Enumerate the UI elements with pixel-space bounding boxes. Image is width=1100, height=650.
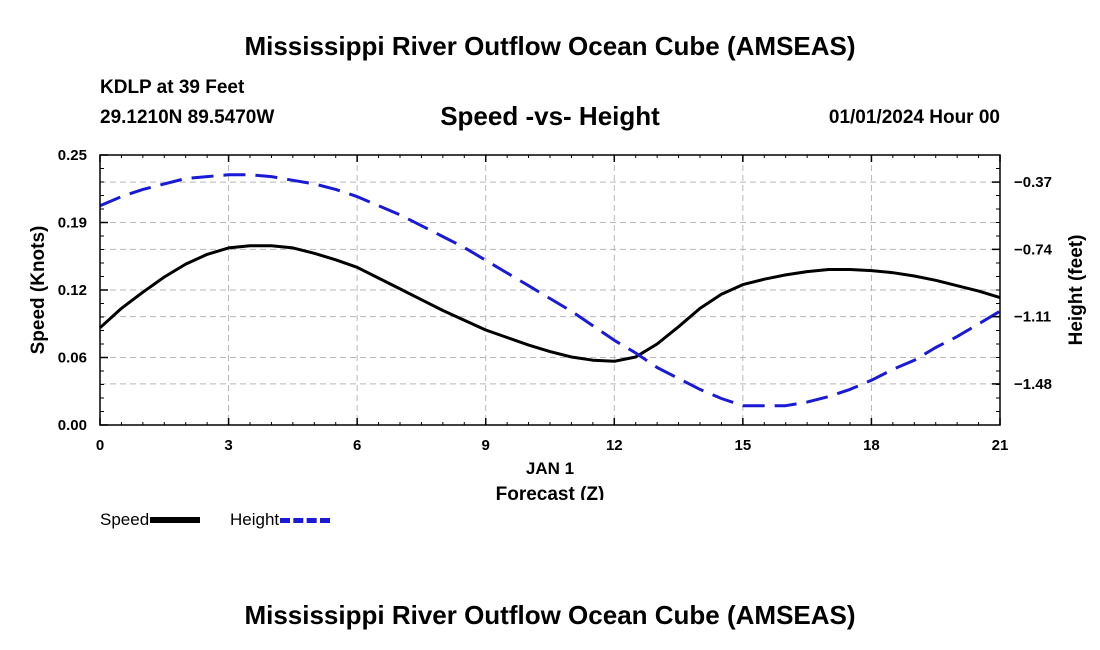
y-left-tick-label: 0.00 bbox=[58, 417, 87, 434]
axis-layer: 0 3 6 9 12 15 18 21 0.00 0.06 0.12 0.19 0.25 −0.37 −0.… bbox=[58, 147, 1053, 454]
speed-height-chart: 0 3 6 9 12 15 18 21 0.00 0.06 0.12 0.19 0.25 −0.37 −0.… bbox=[28, 147, 1087, 500]
legend-speed: Speed bbox=[100, 510, 201, 530]
series-layer bbox=[98, 173, 1001, 408]
y-right-tick-label: −1.48 bbox=[1014, 376, 1052, 393]
legend-height-label: Height bbox=[230, 510, 280, 529]
y-right-tick-label: −0.74 bbox=[1014, 241, 1053, 258]
x-tick-label: 3 bbox=[224, 437, 232, 454]
series-speed-line bbox=[98, 244, 1001, 363]
footer-title: Mississippi River Outflow Ocean Cube (AM… bbox=[244, 600, 856, 630]
station-label: KDLP at 39 Feet bbox=[100, 77, 245, 98]
y-left-tick-label: 0.25 bbox=[58, 147, 87, 164]
chart-title: Speed -vs- Height bbox=[440, 101, 660, 131]
legend-height: Height bbox=[230, 510, 331, 530]
grid-layer bbox=[100, 155, 1000, 425]
legend-speed-label: Speed bbox=[100, 510, 150, 529]
y-axis-right-label: Height (feet) bbox=[1066, 235, 1087, 346]
coordinates-label: 29.1210N 89.5470W bbox=[100, 107, 275, 128]
x-tick-label: 15 bbox=[735, 437, 752, 454]
legend-speed-swatch bbox=[150, 517, 201, 523]
y-left-tick-label: 0.12 bbox=[58, 282, 87, 299]
x-tick-label: 18 bbox=[863, 437, 880, 454]
y-right-tick-label: −0.37 bbox=[1014, 174, 1052, 191]
x-tick-label: 12 bbox=[606, 437, 623, 454]
x-tick-label: 21 bbox=[992, 437, 1009, 454]
x-tick-label: 0 bbox=[96, 437, 104, 454]
x-tick-label: 6 bbox=[353, 437, 361, 454]
y-axis-left-label: Speed (Knots) bbox=[28, 226, 49, 355]
x-tick-label: 9 bbox=[482, 437, 490, 454]
y-left-tick-label: 0.06 bbox=[58, 350, 87, 367]
x-date-label: JAN 1 bbox=[526, 459, 574, 478]
series-height-line bbox=[99, 173, 1001, 408]
y-left-tick-label: 0.19 bbox=[58, 215, 87, 232]
datetime-label: 01/01/2024 Hour 00 bbox=[828, 107, 1000, 128]
y-right-tick-label: −1.11 bbox=[1014, 309, 1051, 326]
x-axis-label: Forecast (Z) bbox=[496, 484, 605, 500]
legend-height-swatch bbox=[280, 517, 331, 523]
main-title: Mississippi River Outflow Ocean Cube (AM… bbox=[244, 31, 856, 61]
